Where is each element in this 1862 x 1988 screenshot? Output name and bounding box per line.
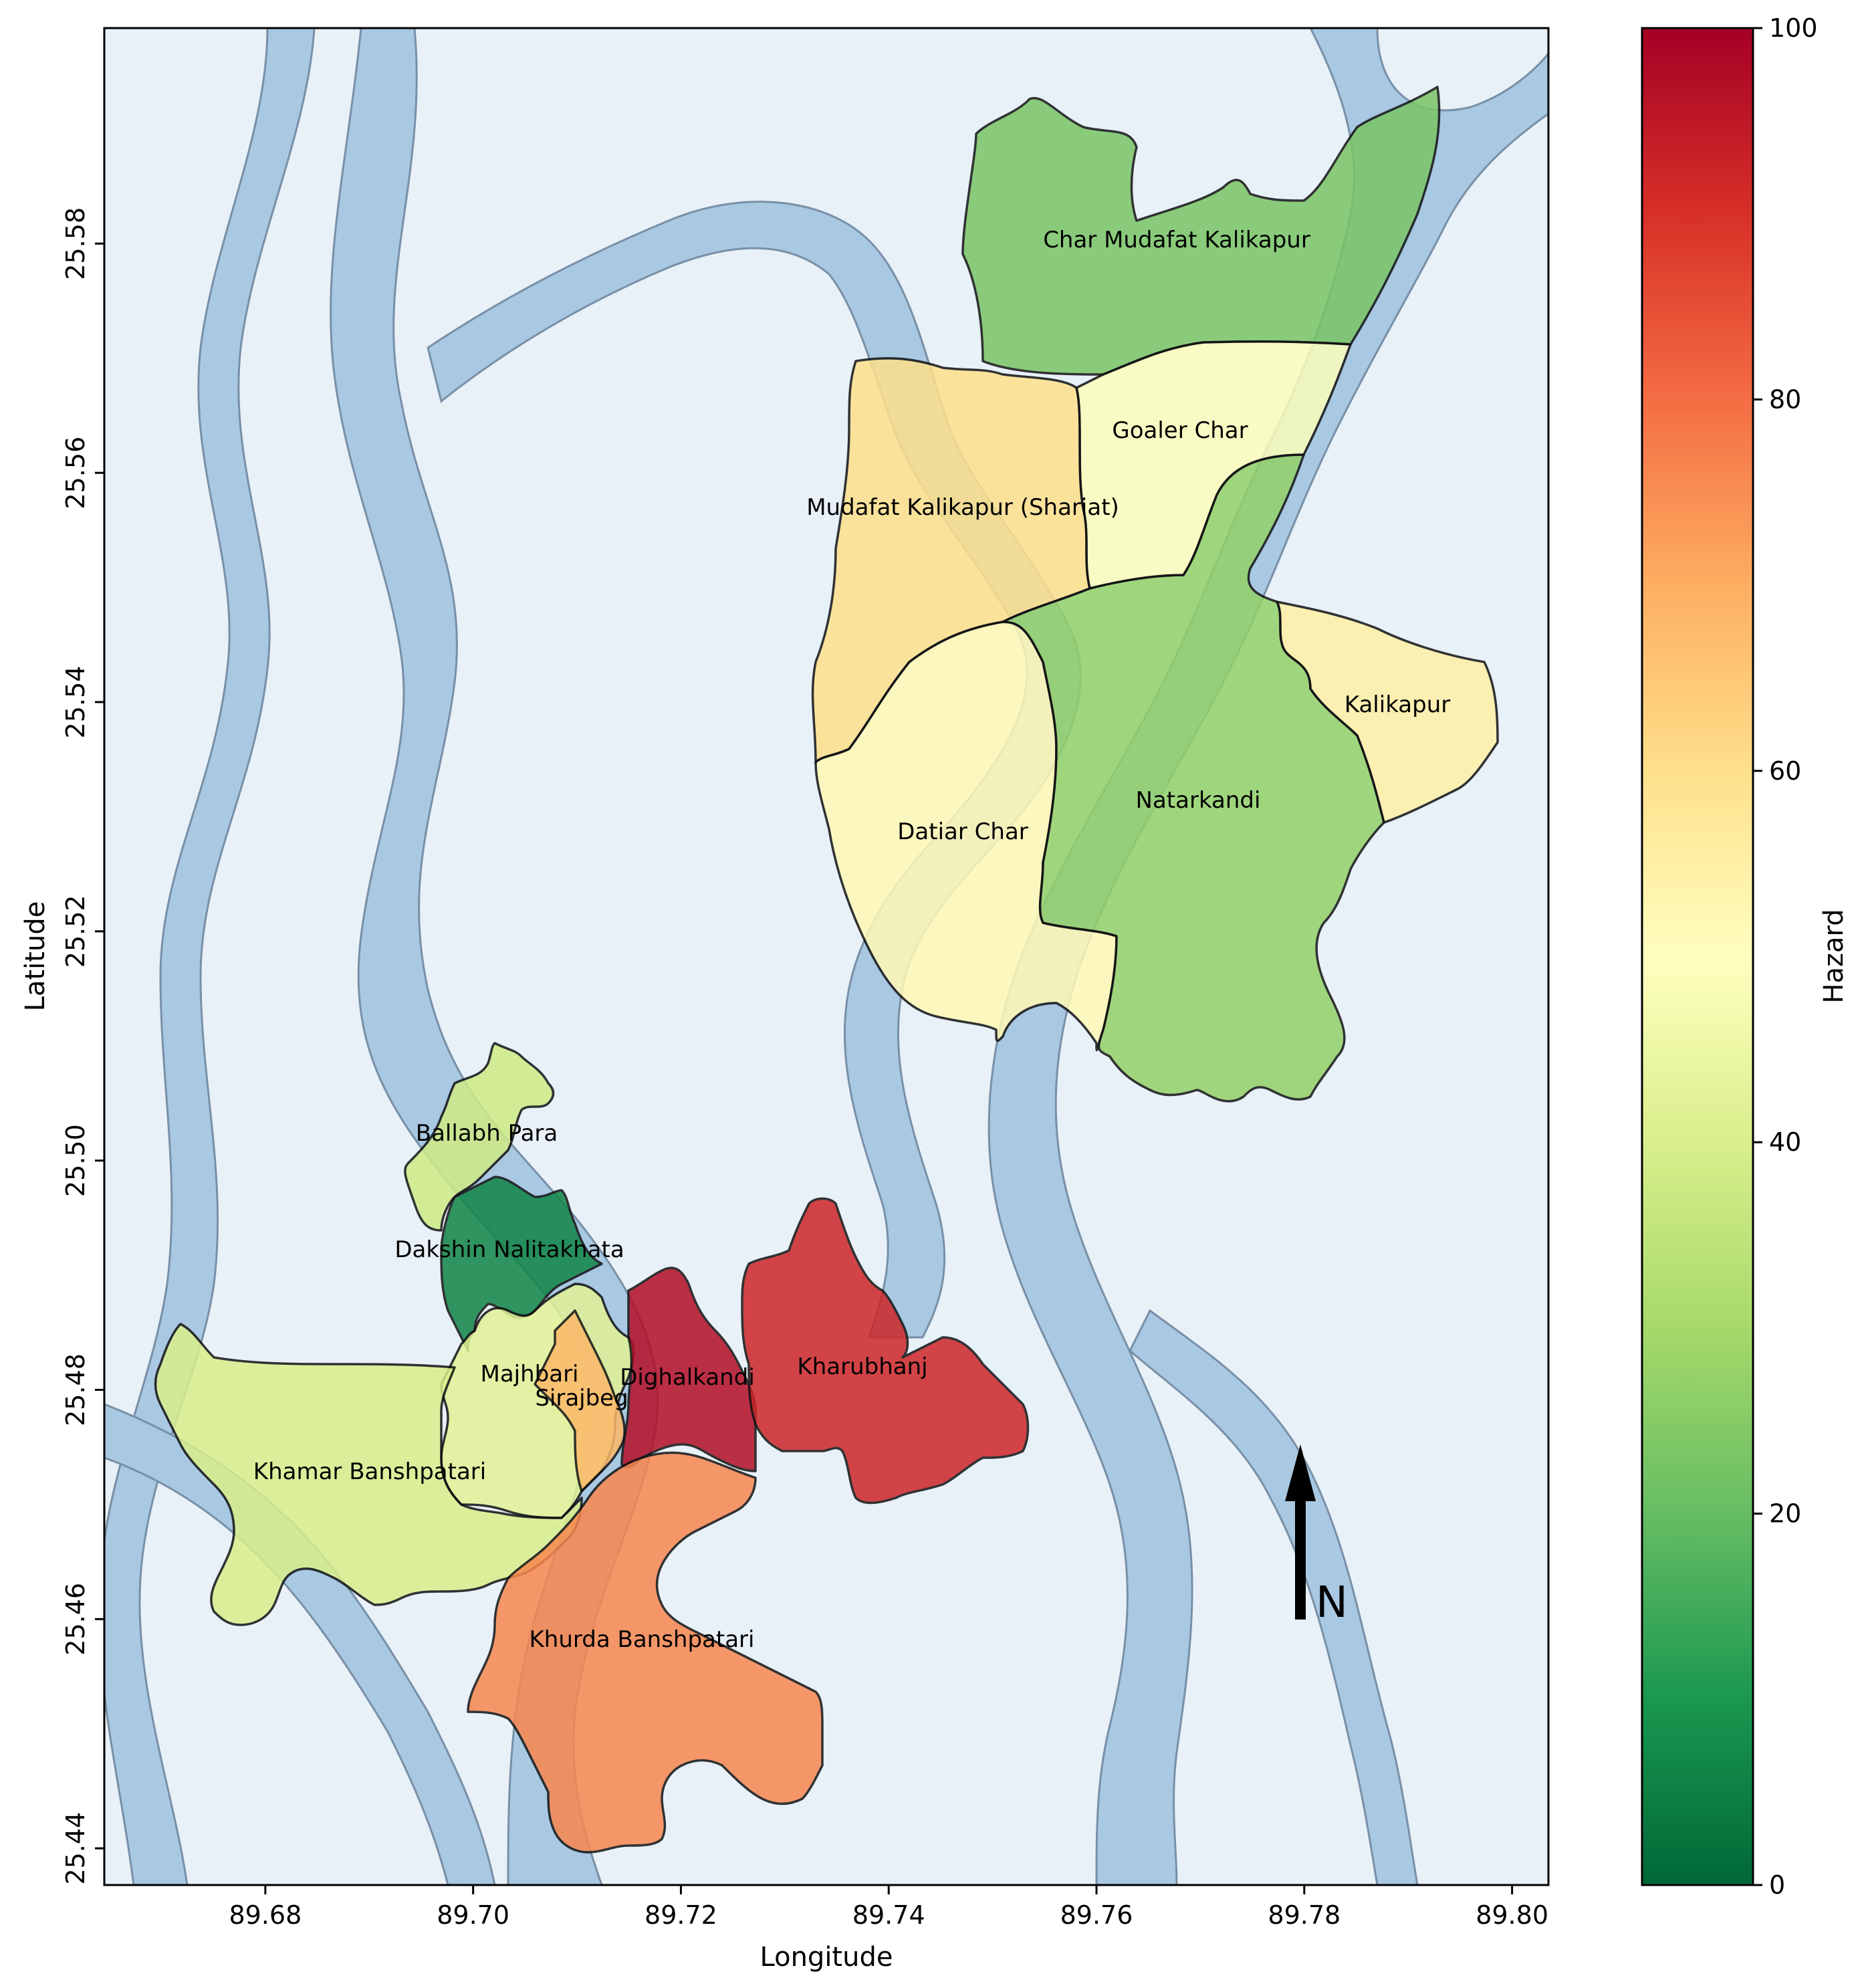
y-tick-label: 25.54 (61, 666, 90, 739)
y-tick-label: 25.52 (61, 895, 90, 968)
region-sirajbeg[interactable] (534, 1309, 626, 1493)
colorbar-tick-label: 0 (1769, 1870, 1785, 1900)
north-arrow-label: N (1316, 1578, 1348, 1628)
x-axis-title: Longitude (760, 1942, 893, 1973)
region-dighalkandi[interactable] (620, 1266, 757, 1472)
river-channel-southeast (1129, 1309, 1419, 1885)
map-axes-frame (103, 27, 1550, 1886)
region-kalikapur[interactable] (1276, 600, 1499, 824)
y-axis-title: Latitude (20, 901, 51, 1012)
y-tick-label: 25.46 (61, 1583, 90, 1656)
x-tick-label: 89.68 (229, 1900, 302, 1930)
x-tick-label: 89.80 (1476, 1900, 1548, 1930)
region-label-goaler-char: Goaler Char (1112, 417, 1248, 444)
region-khamar-banshpatari[interactable] (154, 1323, 583, 1626)
y-axis: 25.44 25.46 25.48 25.50 25.52 25.54 25.56 25.58 (61, 207, 104, 1885)
region-label-ballabh-para: Ballabh Para (416, 1120, 558, 1147)
x-axis: 89.68 89.70 89.72 89.74 89.76 89.78 89.80 (229, 1885, 1548, 1930)
x-tick-label: 89.70 (437, 1900, 509, 1930)
region-label-sirajbeg: Sirajbeg (535, 1385, 628, 1412)
region-label-kharubhanj: Kharubhanj (797, 1353, 927, 1380)
colorbar-tick-label: 60 (1769, 756, 1801, 786)
x-tick-label: 89.74 (852, 1900, 925, 1930)
river-channel-left (104, 28, 316, 1885)
colorbar-tick-label: 80 (1769, 384, 1801, 414)
region-layer (154, 86, 1499, 1854)
colorbar-ticks: 0 20 40 60 80 100 (1753, 13, 1818, 1900)
colorbar-tick-label: 20 (1769, 1499, 1801, 1529)
region-khurda-banshpatari[interactable] (467, 1451, 824, 1854)
colorbar-gradient (1641, 27, 1754, 1886)
north-arrow-shaft-icon (1295, 1498, 1306, 1620)
y-tick-label: 25.50 (61, 1124, 90, 1197)
region-char-mudafat-kalikapur[interactable] (961, 86, 1441, 376)
region-label-natarkandi: Natarkandi (1136, 787, 1261, 814)
colorbar-tick-label: 100 (1769, 13, 1818, 43)
region-label-datiar-char: Datiar Char (897, 818, 1028, 845)
region-label-char-mudafat-kalikapur: Char Mudafat Kalikapur (1043, 227, 1310, 253)
y-tick-label: 25.58 (61, 207, 90, 280)
y-tick-label: 25.48 (61, 1353, 90, 1426)
region-label-majhbari: Majhbari (480, 1361, 578, 1388)
x-tick-label: 89.76 (1060, 1900, 1133, 1930)
region-kharubhanj[interactable] (741, 1197, 1030, 1505)
colorbar-label: Hazard (1819, 909, 1849, 1003)
region-label-kalikapur: Kalikapur (1345, 691, 1450, 718)
region-labels: Char Mudafat Kalikapur Goaler Char Mudaf… (253, 227, 1450, 1653)
north-arrow: N (1285, 1444, 1348, 1628)
x-tick-label: 89.78 (1268, 1900, 1341, 1930)
colorbar: 0 20 40 60 80 100 Hazard (1641, 13, 1849, 1900)
y-tick-label: 25.44 (61, 1812, 90, 1885)
region-label-khamar-banshpatari: Khamar Banshpatari (253, 1458, 486, 1485)
region-label-dakshin-nalitakhata: Dakshin Nalitakhata (394, 1236, 624, 1263)
colorbar-tick-label: 40 (1769, 1127, 1801, 1157)
y-tick-label: 25.56 (61, 437, 90, 510)
river-channel-west (330, 28, 659, 1885)
region-label-mudafat-kalikapur-shariat: Mudafat Kalikapur (Shariat) (806, 494, 1119, 521)
map-axes: Char Mudafat Kalikapur Goaler Char Mudaf… (20, 27, 1550, 1973)
north-arrow-head-icon (1285, 1444, 1316, 1501)
region-natarkandi[interactable] (1002, 453, 1385, 1103)
region-label-dighalkandi: Dighalkandi (620, 1364, 755, 1391)
region-label-khurda-banshpatari: Khurda Banshpatari (530, 1626, 755, 1653)
x-tick-label: 89.72 (645, 1900, 717, 1930)
